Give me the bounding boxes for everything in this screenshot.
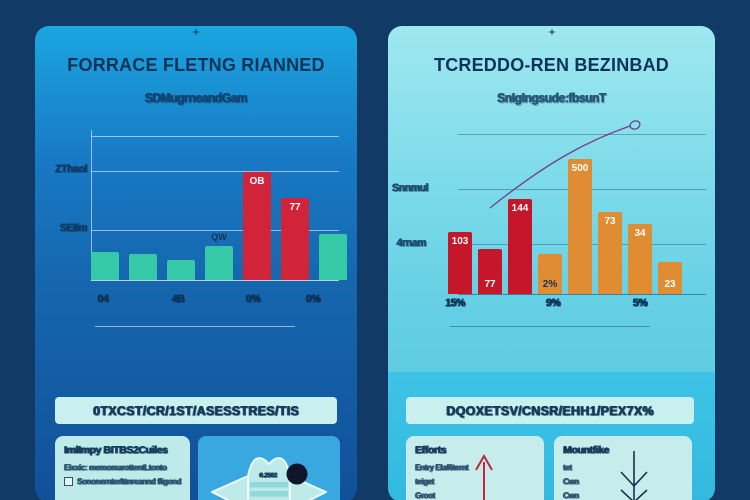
svg-text:0.2502: 0.2502 (259, 472, 277, 479)
